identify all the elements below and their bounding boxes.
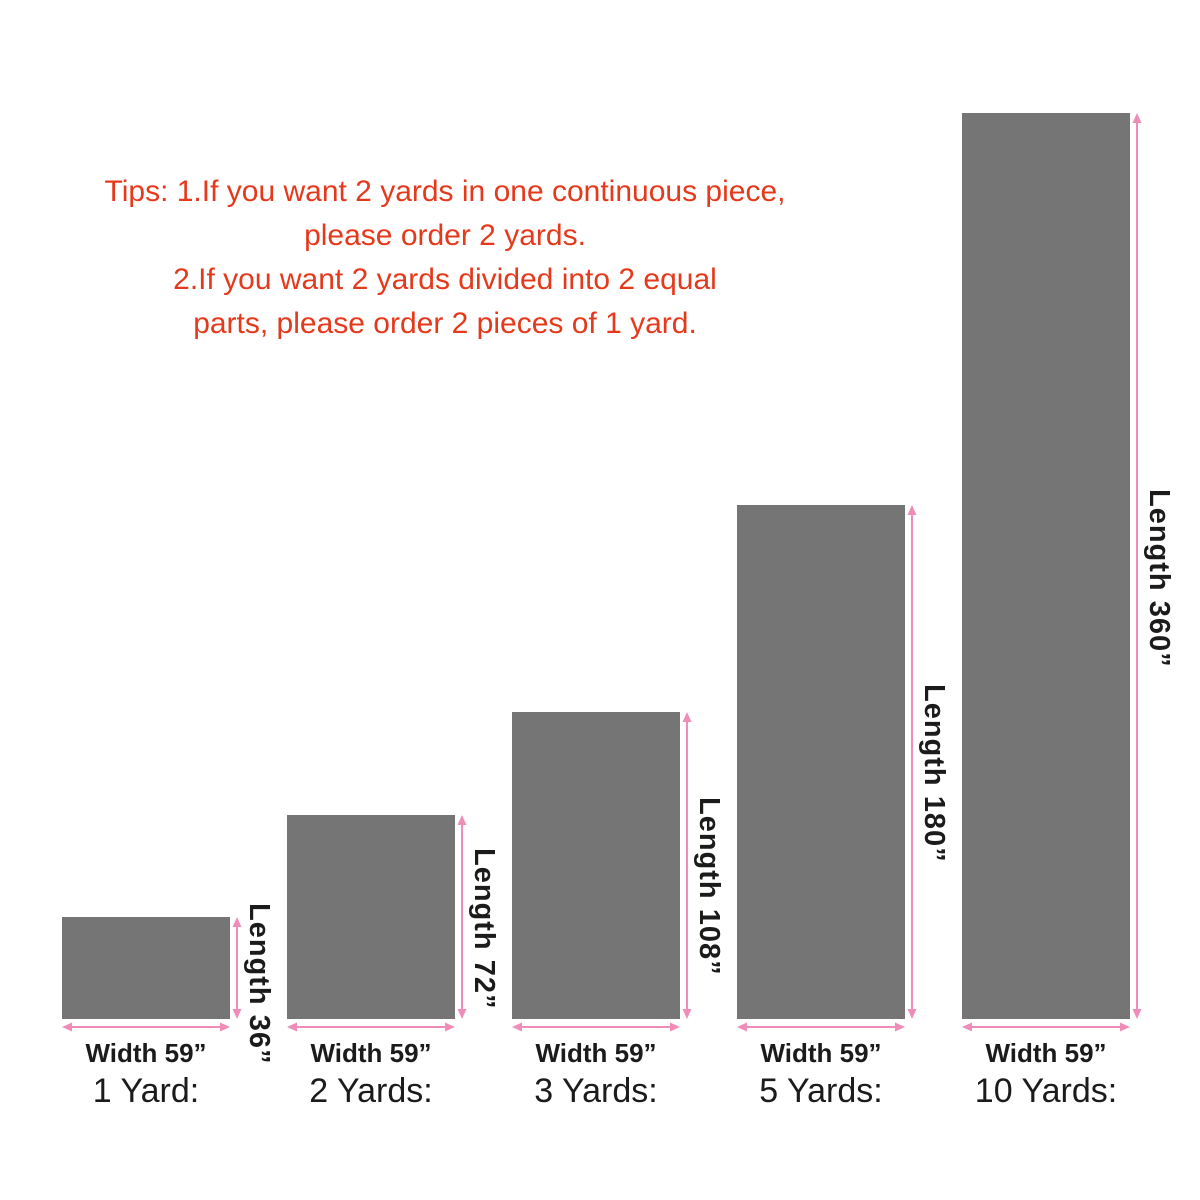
length-arrow-3yards bbox=[681, 712, 693, 1019]
length-label-3yards: Length 108” bbox=[693, 797, 725, 976]
fabric-bar-10yards bbox=[962, 113, 1130, 1019]
length-label-2yards: Length 72” bbox=[468, 848, 500, 1010]
width-arrow-3yards bbox=[512, 1021, 680, 1033]
yardage-label-3yards: 3 Yards: bbox=[534, 1072, 658, 1110]
double-arrow bbox=[962, 1022, 1130, 1032]
double-arrow bbox=[1132, 113, 1142, 1019]
double-arrow bbox=[512, 1022, 680, 1032]
yardage-label-10yards: 10 Yards: bbox=[974, 1072, 1118, 1110]
yardage-label-5yards: 5 Yards: bbox=[759, 1072, 883, 1110]
ordering-tips-note: Tips: 1.If you want 2 yards in one conti… bbox=[30, 170, 860, 346]
tips-line-1: Tips: 1.If you want 2 yards in one conti… bbox=[104, 175, 786, 208]
double-arrow bbox=[62, 1022, 230, 1032]
width-label-3yards: Width 59” bbox=[535, 1038, 657, 1068]
double-arrow bbox=[737, 1022, 905, 1032]
width-label-1yard: Width 59” bbox=[85, 1038, 207, 1068]
width-arrow-10yards bbox=[962, 1021, 1130, 1033]
double-arrow bbox=[287, 1022, 455, 1032]
length-arrow-2yards bbox=[456, 815, 468, 1019]
width-label-2yards: Width 59” bbox=[310, 1038, 432, 1068]
width-arrow-1yard bbox=[62, 1021, 230, 1033]
tips-line-3: 2.If you want 2 yards divided into 2 equ… bbox=[173, 263, 717, 296]
double-arrow bbox=[682, 712, 692, 1019]
length-arrow-1yard bbox=[231, 917, 243, 1019]
length-arrow-10yards bbox=[1131, 113, 1143, 1019]
length-label-1yard: Length 36” bbox=[243, 903, 275, 1065]
yardage-label-1yard: 1 Yard: bbox=[92, 1072, 200, 1110]
double-arrow bbox=[907, 505, 917, 1019]
fabric-bar-2yards bbox=[287, 815, 455, 1019]
length-label-10yards: Length 360” bbox=[1143, 489, 1175, 668]
width-arrow-5yards bbox=[737, 1021, 905, 1033]
tips-line-2: please order 2 yards. bbox=[304, 219, 586, 252]
fabric-bar-1yard bbox=[62, 917, 230, 1019]
fabric-bar-5yards bbox=[737, 505, 905, 1019]
length-label-5yards: Length 180” bbox=[918, 684, 950, 863]
double-arrow bbox=[232, 917, 242, 1019]
width-arrow-2yards bbox=[287, 1021, 455, 1033]
yardage-label-2yards: 2 Yards: bbox=[309, 1072, 433, 1110]
fabric-bar-3yards bbox=[512, 712, 680, 1019]
width-label-10yards: Width 59” bbox=[985, 1038, 1107, 1068]
tips-line-4: parts, please order 2 pieces of 1 yard. bbox=[193, 307, 697, 340]
width-label-5yards: Width 59” bbox=[760, 1038, 882, 1068]
double-arrow bbox=[457, 815, 467, 1019]
length-arrow-5yards bbox=[906, 505, 918, 1019]
